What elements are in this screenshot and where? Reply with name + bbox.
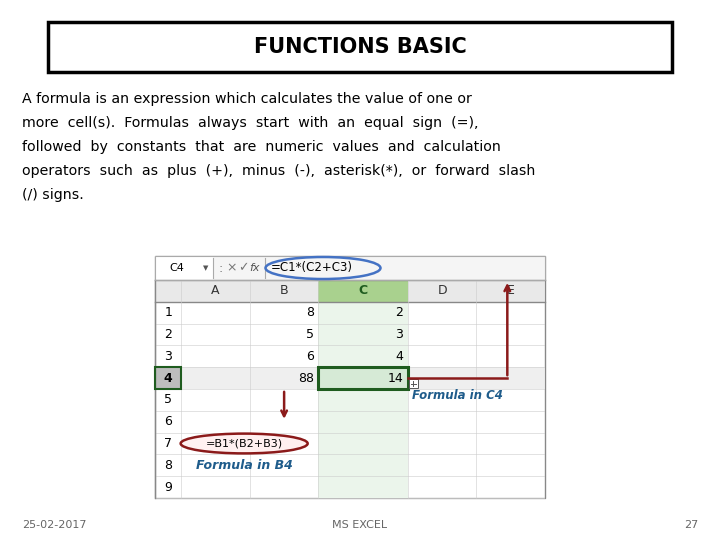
Text: FUNCTIONS BASIC: FUNCTIONS BASIC [253,37,467,57]
Text: ▼: ▼ [203,265,209,271]
Text: ×: × [227,261,238,274]
Text: 3: 3 [164,350,172,363]
Ellipse shape [181,434,307,454]
Text: Formula in B4: Formula in B4 [196,459,292,472]
Bar [318,454,408,476]
Text: MS EXCEL: MS EXCEL [333,520,387,530]
Text: 14: 14 [387,372,403,384]
Bar [155,367,181,389]
Bar [155,256,213,280]
Text: 8: 8 [164,459,172,472]
Bar [318,411,408,433]
Text: 6: 6 [164,415,172,428]
Bar [318,323,408,346]
Bar [409,379,418,388]
Bar [155,367,181,389]
Text: followed  by  constants  that  are  numeric  values  and  calculation: followed by constants that are numeric v… [22,140,501,154]
Text: ✓: ✓ [238,261,248,274]
Text: Formula in C4: Formula in C4 [412,389,503,402]
Text: C: C [359,285,368,298]
Text: 2: 2 [395,306,403,319]
Text: B: B [280,285,289,298]
Bar [155,256,545,498]
Text: operators  such  as  plus  (+),  minus  (-),  asterisk(*),  or  forward  slash: operators such as plus (+), minus (-), a… [22,164,536,178]
Bar [155,367,545,389]
Bar [318,367,408,389]
Text: 1: 1 [164,306,172,319]
Text: A formula is an expression which calculates the value of one or: A formula is an expression which calcula… [22,92,472,106]
Text: 4: 4 [164,372,173,384]
Text: more  cell(s).  Formulas  always  start  with  an  equal  sign  (=),: more cell(s). Formulas always start with… [22,116,479,130]
FancyBboxPatch shape [48,22,672,72]
Text: D: D [438,285,447,298]
Bar [318,433,408,454]
Text: 5: 5 [307,328,315,341]
Text: E: E [507,285,515,298]
Bar [155,256,545,280]
Text: 3: 3 [395,328,403,341]
Bar [155,280,545,302]
Text: 9: 9 [164,481,172,494]
Text: :: : [219,261,223,274]
Text: 5: 5 [164,394,172,407]
Text: =B1*(B2+B3): =B1*(B2+B3) [206,438,283,449]
Bar [318,302,408,323]
Text: C4: C4 [170,263,184,273]
Bar [155,256,545,280]
Text: 27: 27 [684,520,698,530]
Text: 2: 2 [164,328,172,341]
Text: 7: 7 [164,437,172,450]
Bar [318,367,408,389]
Bar [318,346,408,367]
Text: fx: fx [250,263,260,273]
Bar [318,280,408,302]
Bar [318,389,408,411]
Text: 6: 6 [307,350,315,363]
Text: A: A [212,285,220,298]
Text: 4: 4 [395,350,403,363]
Text: 25-02-2017: 25-02-2017 [22,520,86,530]
Text: =C1*(C2+C3): =C1*(C2+C3) [271,261,353,274]
Bar [318,367,408,389]
Text: 88: 88 [298,372,315,384]
Text: 8: 8 [307,306,315,319]
Bar [318,476,408,498]
Text: (/) signs.: (/) signs. [22,188,84,202]
